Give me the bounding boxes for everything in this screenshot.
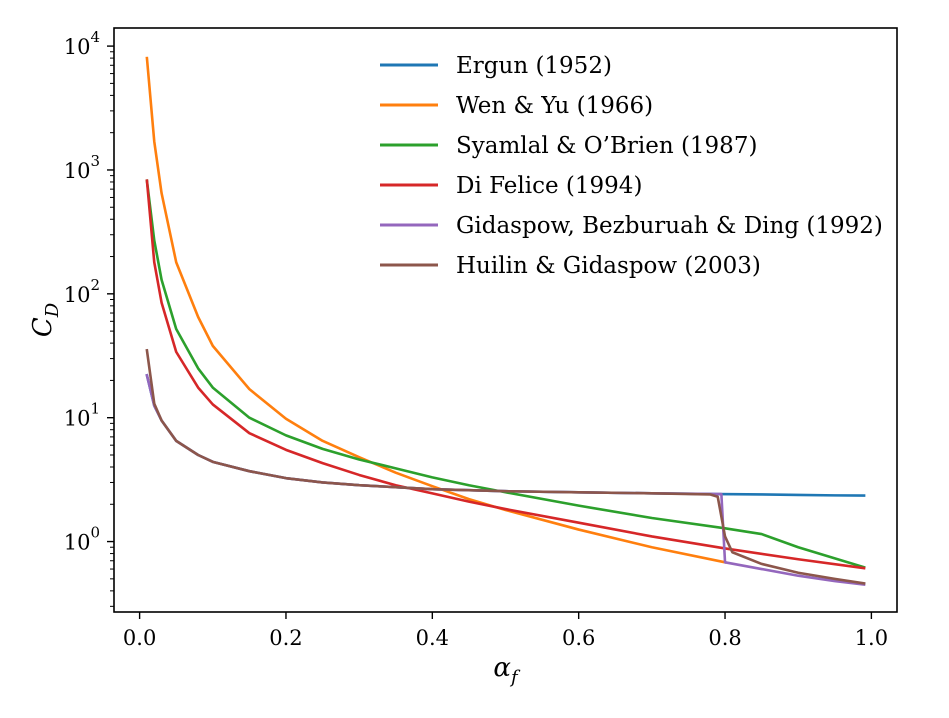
y-tick-label: 103 <box>64 152 100 183</box>
series-layer <box>145 56 866 586</box>
plot-frame <box>113 27 898 613</box>
x-tick-label: 0.0 <box>123 626 156 650</box>
legend-label-2: Wen & Yu (1966) <box>456 93 653 119</box>
x-tick-label: 1.0 <box>855 626 888 650</box>
series-line-6 <box>145 348 866 585</box>
legend-label-5: Gidaspow, Bezburuah & Ding (1992) <box>456 213 883 239</box>
x-tick-label: 0.2 <box>269 626 302 650</box>
x-tick-label: 0.4 <box>416 626 449 650</box>
legend-label-6: Huilin & Gidaspow (2003) <box>456 253 761 279</box>
y-tick-label: 104 <box>64 28 100 59</box>
axes-layer: 0.0 0.2 0.4 0.6 0.8 1.0 100 101 102 103 104 αf CD <box>28 27 898 688</box>
legend-label-3: Syamlal & O’Brien (1987) <box>456 133 757 159</box>
legend: Ergun (1952) Wen & Yu (1966) Syamlal & O’B… <box>380 53 883 279</box>
series-line-2 <box>145 56 727 564</box>
y-axis-label: CD <box>28 302 63 337</box>
legend-label-1: Ergun (1952) <box>456 53 612 79</box>
x-axis-label: αf <box>493 653 521 688</box>
y-tick-label: 101 <box>64 400 100 431</box>
series-line-4 <box>145 179 866 570</box>
y-tick-label: 102 <box>64 276 100 307</box>
y-tick-label: 100 <box>64 524 100 555</box>
legend-label-4: Di Felice (1994) <box>456 173 642 199</box>
x-tick-label: 0.8 <box>708 626 741 650</box>
series-line-3 <box>145 179 866 569</box>
x-tick-label: 0.6 <box>562 626 595 650</box>
